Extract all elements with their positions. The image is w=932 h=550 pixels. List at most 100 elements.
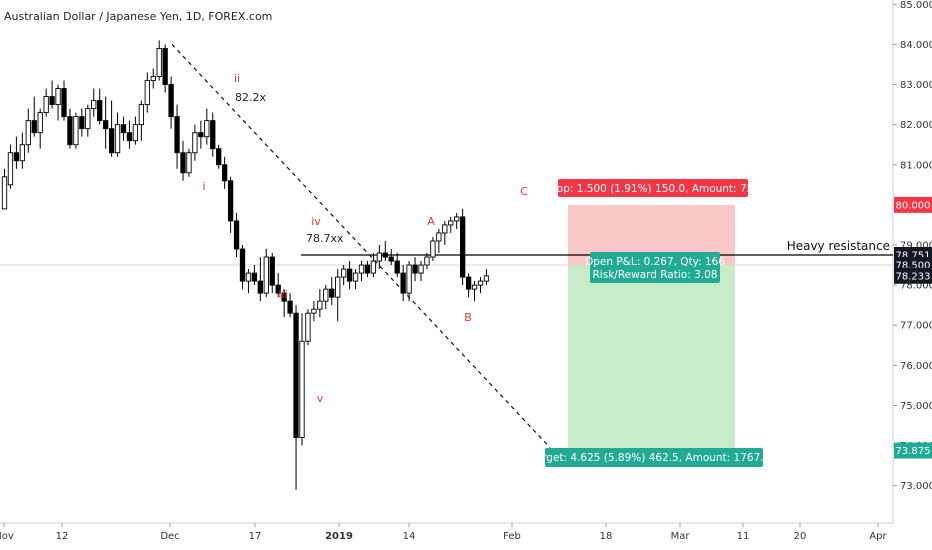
candle-up <box>25 120 31 146</box>
candle-down <box>180 152 186 174</box>
candle-down <box>79 116 85 130</box>
candle-up <box>132 124 139 142</box>
candle-up <box>55 88 61 106</box>
stop-badge-bg <box>558 179 748 197</box>
candle-down <box>382 252 388 258</box>
candle-up <box>150 76 156 81</box>
wave-label-c: C <box>520 185 528 198</box>
x-tick-label: Apr <box>869 531 887 542</box>
candle-up <box>138 104 144 126</box>
candle-up <box>37 112 43 134</box>
candle-down <box>293 312 299 439</box>
candle-down <box>168 84 174 118</box>
candle-down <box>275 284 281 294</box>
price-label: 78.233 <box>896 271 931 282</box>
candle-up <box>335 276 341 298</box>
resistance-label: Heavy resistance <box>787 239 890 253</box>
y-tick-label: 75.000 <box>900 401 932 412</box>
candle-down <box>346 268 353 282</box>
candle-down <box>251 272 258 282</box>
candle-up <box>263 256 269 294</box>
candle-up <box>436 232 442 242</box>
y-tick-label: 76.000 <box>900 361 932 372</box>
candle-up <box>19 144 25 162</box>
wave-label-v: v <box>317 392 324 405</box>
candle-up <box>7 152 14 186</box>
candle-down <box>287 300 293 314</box>
wave-label-iii: iii <box>278 288 287 301</box>
candle-down <box>269 256 275 286</box>
candle-down <box>97 100 103 122</box>
candle-down <box>227 180 234 222</box>
candle-down <box>257 280 263 294</box>
target-zone <box>568 265 735 451</box>
candle-down <box>388 256 394 262</box>
x-axis: Nov 12 Dec 17 2019 14 Feb 18 Mar 11 20 Apr <box>0 522 893 542</box>
candle-up <box>448 220 454 226</box>
candles <box>1 40 490 490</box>
candle-up <box>317 300 323 310</box>
price-label: 73.875 <box>896 446 931 457</box>
candle-down <box>412 264 418 274</box>
chart-note: 82.2x <box>235 91 266 104</box>
y-tick-label: 85.000 <box>900 0 932 11</box>
wave-label-i: i <box>202 180 205 193</box>
x-tick-label: Mar <box>671 531 691 542</box>
candle-down <box>364 264 371 274</box>
candle-up <box>299 340 305 439</box>
candle-up <box>156 47 162 77</box>
candle-up <box>352 272 359 282</box>
y-tick-label: 73.000 <box>900 481 932 492</box>
candle-down <box>221 164 228 182</box>
rr-badge-text: Risk/Reward Ratio: 3.08 <box>593 269 718 281</box>
chart-title: Australian Dollar / Japanese Yen, 1D, FO… <box>4 10 272 23</box>
candle-up <box>114 124 121 154</box>
x-tick-label: Feb <box>503 531 521 542</box>
x-tick-label: 12 <box>56 531 69 542</box>
y-tick-label: 79.000 <box>900 240 932 251</box>
y-tick-label: 81.000 <box>900 160 932 171</box>
candle-up <box>144 80 150 106</box>
wave-label-b: B <box>464 311 472 324</box>
candle-up <box>406 264 412 294</box>
x-tick-label: 2019 <box>325 531 353 542</box>
candle-up <box>376 252 382 262</box>
candle-up <box>483 275 490 282</box>
pl-badge-bg <box>590 252 720 283</box>
candle-up <box>323 288 329 302</box>
target-badge-bg <box>545 448 763 467</box>
x-tick-label: 17 <box>249 531 262 542</box>
candle-up <box>341 268 347 278</box>
price-label: 80.000 <box>896 200 931 211</box>
candle-down <box>460 216 466 278</box>
y-tick-label: 83.000 <box>900 80 932 91</box>
candle-up <box>471 284 478 290</box>
candle-up <box>85 108 91 130</box>
candle-down <box>465 276 472 290</box>
candle-down <box>400 272 406 294</box>
price-label-bg <box>894 196 932 213</box>
candle-up <box>454 216 460 222</box>
stop-badge: Stop: 1.500 (1.91%) 150.0, Amount: 751 <box>546 179 760 197</box>
y-tick-label: 82.000 <box>900 120 932 131</box>
candle-up <box>192 132 198 154</box>
candle-down <box>281 292 287 302</box>
pl-badge-text: Open P&L: 0.267, Qty: 166 <box>585 256 725 268</box>
price-label-bg <box>894 442 932 459</box>
candle-up <box>424 256 430 266</box>
candle-up <box>442 224 448 234</box>
candle-down <box>198 132 204 138</box>
candle-down <box>67 116 73 146</box>
candle-down <box>108 128 115 154</box>
candle-down <box>13 152 20 162</box>
candle-up <box>418 264 424 274</box>
candle-down <box>233 220 240 250</box>
candle-up <box>430 240 436 258</box>
candle-down <box>329 288 335 298</box>
candle-down <box>120 124 127 134</box>
candle-up <box>186 152 192 174</box>
